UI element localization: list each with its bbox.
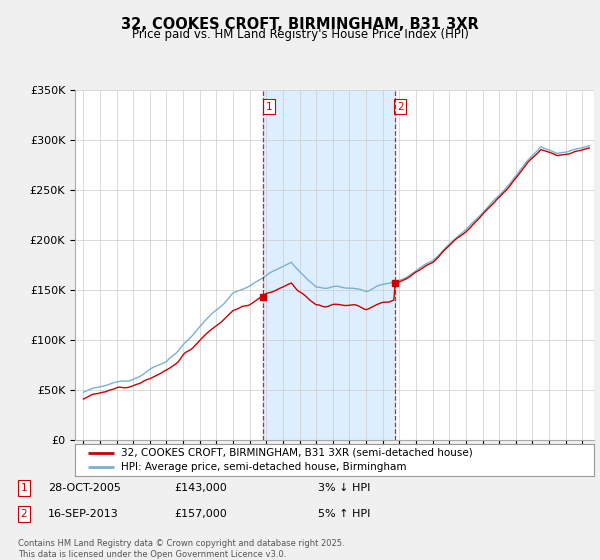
Text: 2: 2 (20, 509, 28, 519)
Text: Price paid vs. HM Land Registry's House Price Index (HPI): Price paid vs. HM Land Registry's House … (131, 28, 469, 41)
Text: 2: 2 (397, 101, 404, 111)
Text: 5% ↑ HPI: 5% ↑ HPI (318, 509, 370, 519)
Text: 16-SEP-2013: 16-SEP-2013 (48, 509, 119, 519)
Text: 1: 1 (20, 483, 28, 493)
Text: HPI: Average price, semi-detached house, Birmingham: HPI: Average price, semi-detached house,… (121, 462, 406, 472)
Text: Contains HM Land Registry data © Crown copyright and database right 2025.
This d: Contains HM Land Registry data © Crown c… (18, 539, 344, 559)
Text: 3% ↓ HPI: 3% ↓ HPI (318, 483, 370, 493)
Text: 1: 1 (266, 101, 272, 111)
Bar (263, 90, 395, 440)
Text: £157,000: £157,000 (174, 509, 227, 519)
Text: 28-OCT-2005: 28-OCT-2005 (48, 483, 121, 493)
Text: 32, COOKES CROFT, BIRMINGHAM, B31 3XR: 32, COOKES CROFT, BIRMINGHAM, B31 3XR (121, 17, 479, 32)
Text: 32, COOKES CROFT, BIRMINGHAM, B31 3XR (semi-detached house): 32, COOKES CROFT, BIRMINGHAM, B31 3XR (s… (121, 447, 472, 458)
Text: £143,000: £143,000 (174, 483, 227, 493)
